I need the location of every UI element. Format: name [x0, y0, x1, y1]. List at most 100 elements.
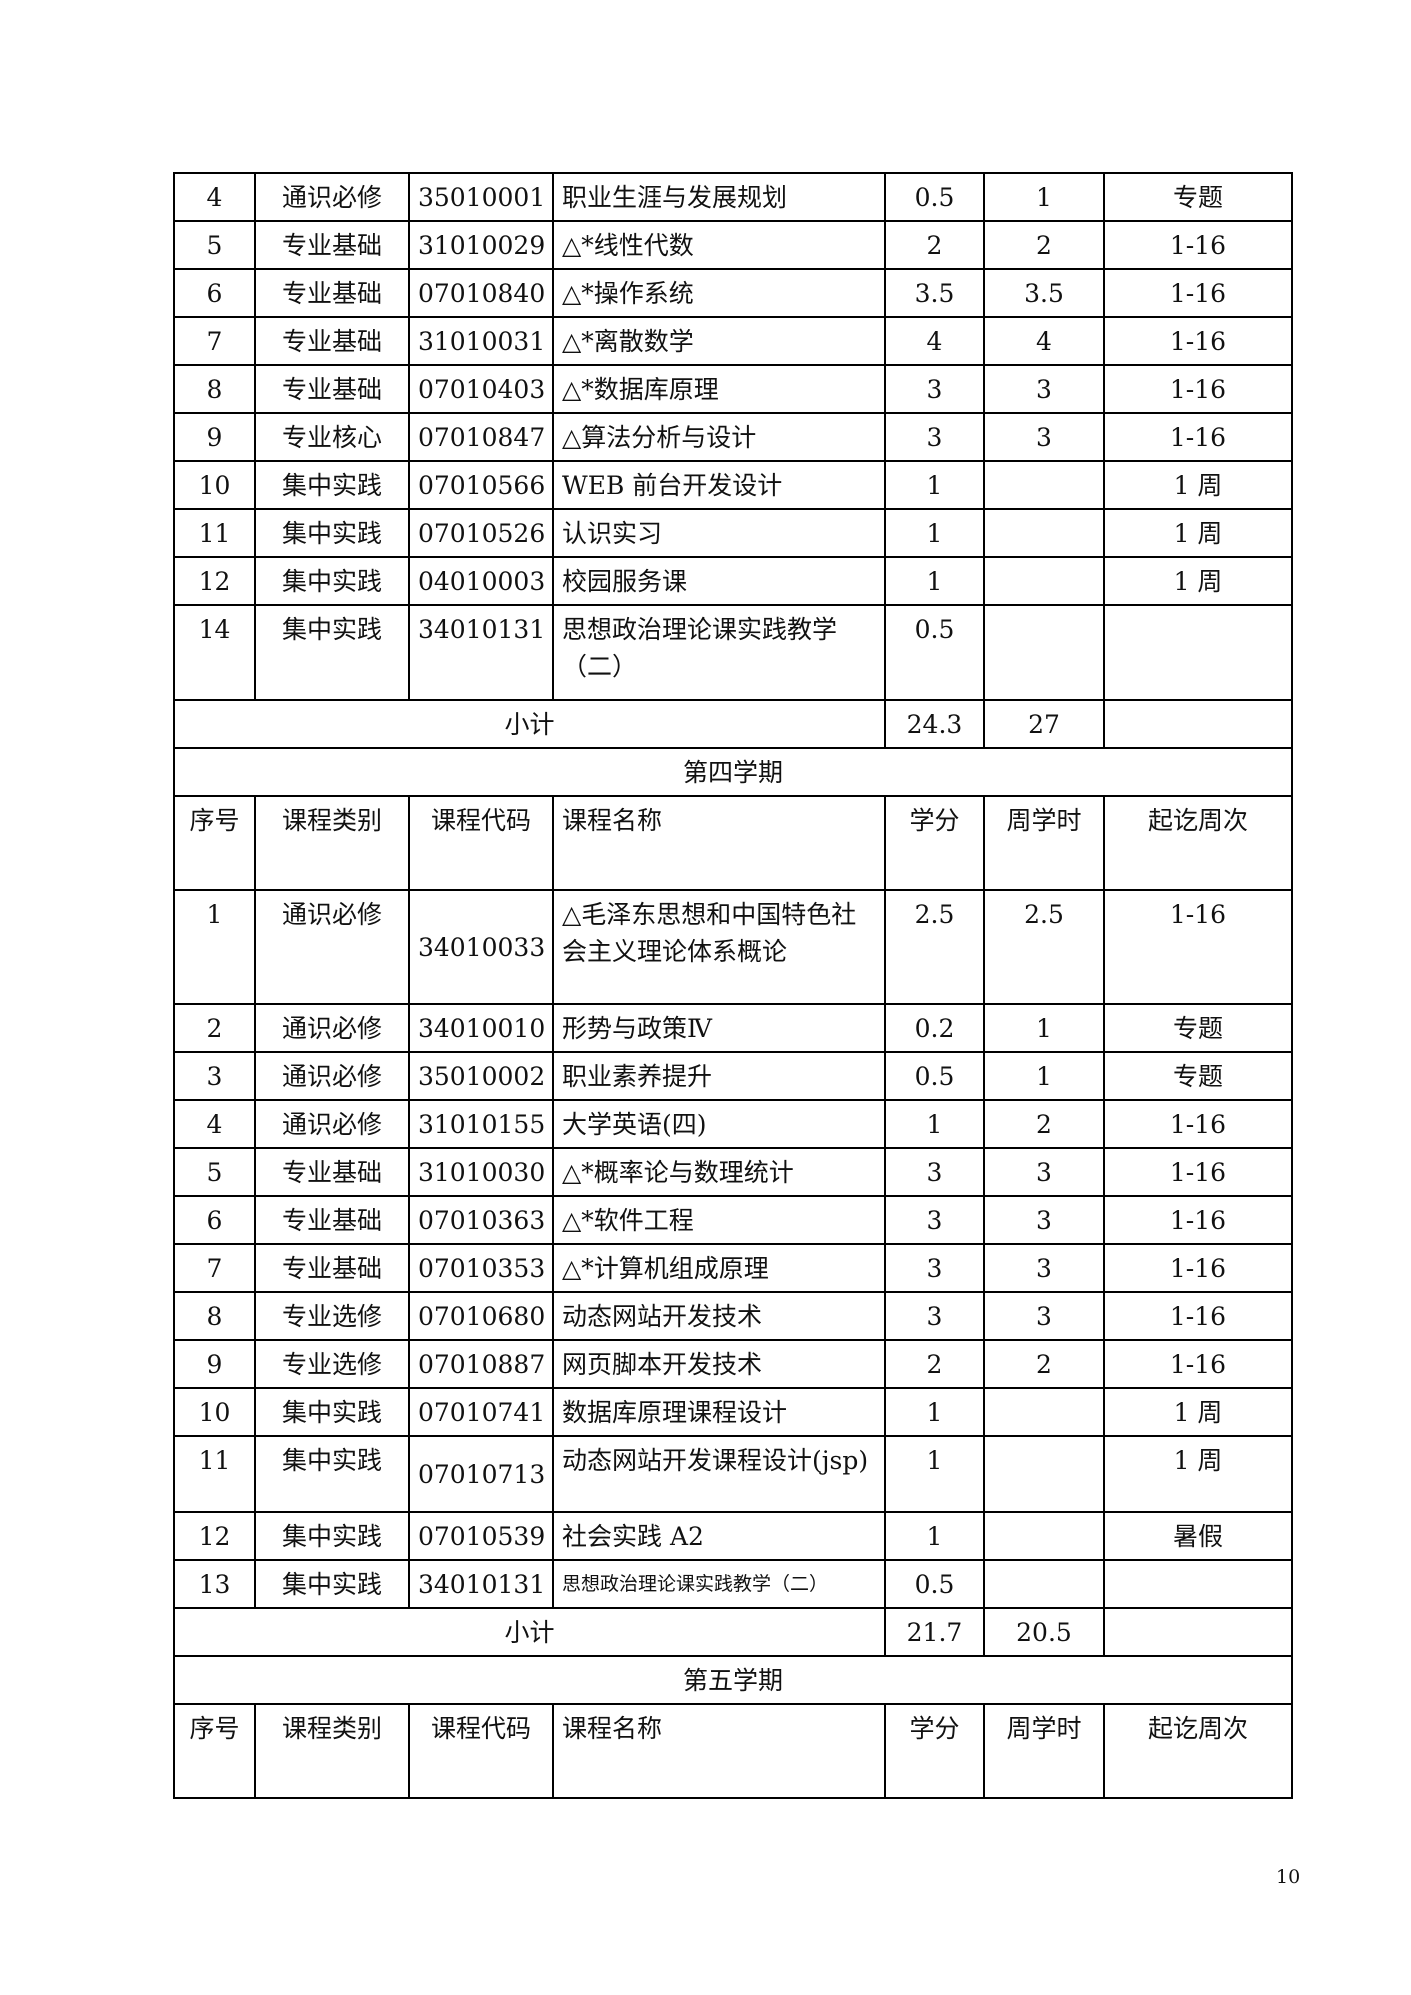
cell-category: 通识必修: [254, 1099, 410, 1149]
cell-weeks: 暑假: [1103, 1511, 1293, 1561]
header-credits: 学分: [884, 1703, 985, 1799]
cell-credits: 3: [884, 1291, 985, 1341]
table-row: 8 专业基础 07010403 △*数据库原理 3 3 1-16: [173, 364, 1293, 414]
cell-credits: 3: [884, 412, 985, 462]
cell-credits: 0.5: [884, 1559, 985, 1609]
header-row: 序号 课程类别 课程代码 课程名称 学分 周学时 起讫周次: [173, 1703, 1293, 1799]
cell-category: 专业基础: [254, 1243, 410, 1293]
cell-weeks: 专题: [1103, 172, 1293, 222]
cell-category: 集中实践: [254, 556, 410, 606]
cell-weekly-hours: [983, 604, 1105, 701]
cell-weekly-hours: 3: [983, 1243, 1105, 1293]
cell-category: 集中实践: [254, 1559, 410, 1609]
cell-seq: 1: [173, 889, 256, 1005]
table-row: 7 专业基础 07010353 △*计算机组成原理 3 3 1-16: [173, 1243, 1293, 1293]
cell-code: 07010526: [408, 508, 554, 558]
cell-credits: 2: [884, 1339, 985, 1389]
cell-name: WEB 前台开发设计: [552, 460, 886, 510]
cell-weeks: 1-16: [1103, 1099, 1293, 1149]
cell-weekly-hours: 3: [983, 1147, 1105, 1197]
subtotal-weekly-hours: 27: [983, 699, 1105, 749]
table-row: 12 集中实践 07010539 社会实践 A2 1 暑假: [173, 1511, 1293, 1561]
cell-seq: 12: [173, 556, 256, 606]
table-row: 3 通识必修 35010002 职业素养提升 0.5 1 专题: [173, 1051, 1293, 1101]
table-row: 4 通识必修 35010001 职业生涯与发展规划 0.5 1 专题: [173, 172, 1293, 222]
cell-weeks: 1-16: [1103, 889, 1293, 1005]
cell-weeks: 1-16: [1103, 364, 1293, 414]
cell-weeks: 1-16: [1103, 412, 1293, 462]
cell-name: △毛泽东思想和中国特色社会主义理论体系概论: [552, 889, 886, 1005]
cell-category: 专业核心: [254, 412, 410, 462]
subtotal-weeks: [1103, 699, 1293, 749]
cell-credits: 4: [884, 316, 985, 366]
cell-category: 集中实践: [254, 1511, 410, 1561]
cell-code: 07010887: [408, 1339, 554, 1389]
cell-category: 专业选修: [254, 1291, 410, 1341]
header-seq: 序号: [173, 795, 256, 891]
cell-name: 职业素养提升: [552, 1051, 886, 1101]
cell-credits: 1: [884, 1511, 985, 1561]
cell-weeks: 1-16: [1103, 1339, 1293, 1389]
cell-weeks: 1-16: [1103, 316, 1293, 366]
cell-name: △*数据库原理: [552, 364, 886, 414]
table-row: 9 专业核心 07010847 △算法分析与设计 3 3 1-16: [173, 412, 1293, 462]
cell-weeks: 1-16: [1103, 220, 1293, 270]
page-number: 10: [1276, 1866, 1301, 1888]
cell-weekly-hours: [983, 1511, 1105, 1561]
cell-seq: 4: [173, 1099, 256, 1149]
subtotal-row: 小计 21.7 20.5: [173, 1607, 1293, 1657]
table-row: 4 通识必修 31010155 大学英语(四) 1 2 1-16: [173, 1099, 1293, 1149]
cell-weeks: 1 周: [1103, 1387, 1293, 1437]
cell-name: 思想政治理论课实践教学（二）: [552, 1559, 886, 1609]
cell-credits: 0.2: [884, 1003, 985, 1053]
cell-code: 31010029: [408, 220, 554, 270]
cell-seq: 6: [173, 1195, 256, 1245]
cell-weeks: [1103, 604, 1293, 701]
table-row: 13 集中实践 34010131 思想政治理论课实践教学（二） 0.5: [173, 1559, 1293, 1609]
cell-category: 专业选修: [254, 1339, 410, 1389]
cell-seq: 11: [173, 1435, 256, 1513]
header-name: 课程名称: [552, 1703, 886, 1799]
cell-weekly-hours: 4: [983, 316, 1105, 366]
semester-row: 第五学期: [173, 1655, 1293, 1705]
cell-seq: 11: [173, 508, 256, 558]
cell-credits: 3.5: [884, 268, 985, 318]
cell-code: 31010030: [408, 1147, 554, 1197]
cell-name: △*操作系统: [552, 268, 886, 318]
cell-weekly-hours: 2: [983, 220, 1105, 270]
cell-weeks: 1-16: [1103, 1291, 1293, 1341]
cell-seq: 14: [173, 604, 256, 701]
cell-category: 专业基础: [254, 316, 410, 366]
subtotal-label: 小计: [173, 1607, 886, 1657]
cell-weekly-hours: 1: [983, 1051, 1105, 1101]
cell-weekly-hours: [983, 1387, 1105, 1437]
table-row: 6 专业基础 07010363 △*软件工程 3 3 1-16: [173, 1195, 1293, 1245]
table-row: 8 专业选修 07010680 动态网站开发技术 3 3 1-16: [173, 1291, 1293, 1341]
cell-seq: 12: [173, 1511, 256, 1561]
cell-weekly-hours: 3: [983, 1195, 1105, 1245]
cell-credits: 2: [884, 220, 985, 270]
cell-seq: 10: [173, 460, 256, 510]
cell-seq: 13: [173, 1559, 256, 1609]
cell-code: 34010131: [408, 604, 554, 701]
cell-code: 07010680: [408, 1291, 554, 1341]
cell-credits: 1: [884, 1435, 985, 1513]
cell-seq: 4: [173, 172, 256, 222]
cell-code: 07010539: [408, 1511, 554, 1561]
table-row: 10 集中实践 07010741 数据库原理课程设计 1 1 周: [173, 1387, 1293, 1437]
cell-weeks: 专题: [1103, 1051, 1293, 1101]
cell-weekly-hours: 3.5: [983, 268, 1105, 318]
cell-weekly-hours: [983, 508, 1105, 558]
cell-name: 认识实习: [552, 508, 886, 558]
cell-weekly-hours: 1: [983, 1003, 1105, 1053]
table-row: 1 通识必修 34010033 △毛泽东思想和中国特色社会主义理论体系概论 2.5 2.5…: [173, 889, 1293, 1005]
cell-category: 专业基础: [254, 1195, 410, 1245]
cell-category: 集中实践: [254, 1387, 410, 1437]
cell-weekly-hours: 3: [983, 412, 1105, 462]
table-row: 11 集中实践 07010526 认识实习 1 1 周: [173, 508, 1293, 558]
cell-code: 07010363: [408, 1195, 554, 1245]
cell-name: 动态网站开发技术: [552, 1291, 886, 1341]
subtotal-weeks: [1103, 1607, 1293, 1657]
cell-code: 07010840: [408, 268, 554, 318]
subtotal-row: 小计 24.3 27: [173, 699, 1293, 749]
